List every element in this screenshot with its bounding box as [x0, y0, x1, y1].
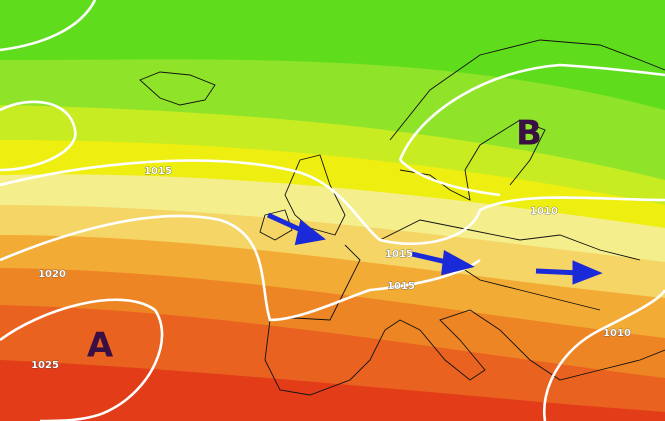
isobar — [0, 0, 97, 52]
isobar-label: 1025 — [31, 360, 59, 371]
coastline — [284, 154, 346, 236]
coastlines — [139, 39, 665, 396]
high-pressure-center: A — [87, 326, 114, 366]
isobar-label: 1010 — [603, 328, 631, 339]
isobar — [0, 214, 481, 322]
isobar-label: 1010 — [530, 206, 558, 217]
isobar — [0, 159, 665, 246]
isobar — [542, 289, 665, 421]
arrow — [266, 212, 326, 246]
wind-arrows — [266, 212, 603, 285]
low-pressure-center: B — [516, 114, 542, 154]
isobar — [398, 63, 665, 197]
isobar-label: 1015 — [387, 281, 415, 292]
band — [0, 360, 665, 421]
coastline — [139, 71, 216, 106]
isobar — [0, 298, 164, 421]
isobar-label: 1015 — [144, 166, 172, 177]
coastline — [259, 209, 293, 241]
isobar-label: 1015 — [385, 249, 413, 260]
arrow — [535, 260, 603, 285]
isobar — [0, 100, 77, 172]
isobar-label: 1020 — [38, 269, 66, 280]
arrow — [411, 250, 475, 276]
coastline — [379, 219, 641, 311]
